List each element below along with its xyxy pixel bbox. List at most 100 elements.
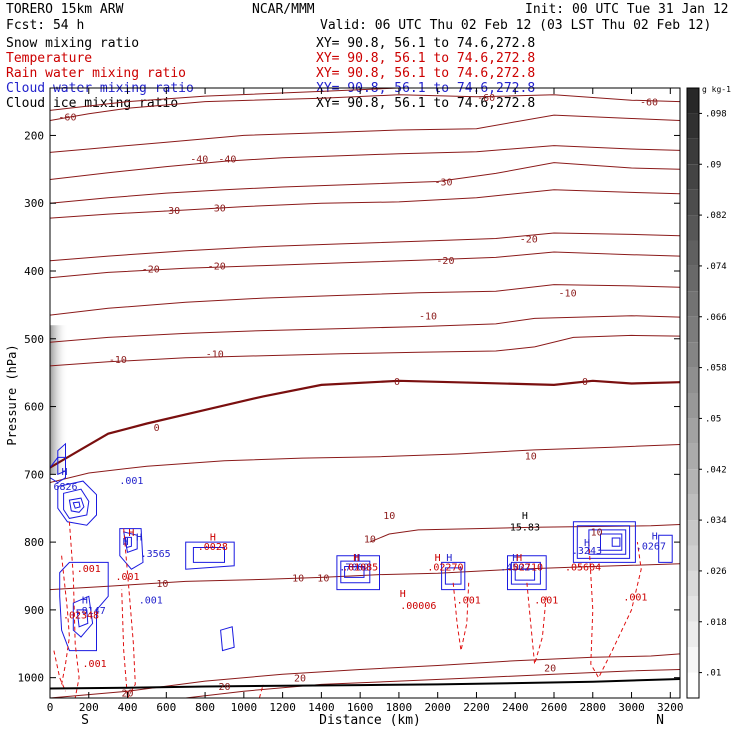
contour-label-33: .001: [457, 596, 481, 607]
cloud-water-contour-21: [510, 561, 541, 585]
isotherm-label-22: 10: [292, 573, 304, 584]
cloud-water-contour-14: [220, 626, 235, 652]
x-tick-label-400: 400: [118, 701, 138, 714]
isotherm-label-26: 20: [544, 664, 556, 675]
cloud-water-contour-20: [507, 555, 547, 591]
y-tick-label-700: 700: [24, 468, 44, 481]
isotherm-label-1: -60: [477, 93, 495, 104]
xy-snow: XY= 90.8, 56.1 to 74.6,272.8: [316, 36, 536, 51]
isotherm-7: [50, 251, 680, 279]
contour-label-25: H: [353, 553, 359, 564]
isotherm-12: [50, 444, 680, 483]
header-init: Init: 00 UTC Tue 31 Jan 12: [525, 2, 729, 17]
colorbar-frame: [686, 87, 700, 699]
contour-label-29: H: [516, 553, 522, 564]
contour-label-21: H: [210, 533, 216, 544]
x-tick-label-0: 0: [47, 701, 54, 714]
header-valid: Valid: 06 UTC Thu 02 Feb 12 (03 LST Thu …: [320, 18, 712, 33]
isotherm-label-20: 10: [383, 511, 395, 522]
contour-label-27: H: [435, 553, 441, 564]
cloud-water-contour-27: [611, 537, 621, 547]
colorbar-cell-2: [687, 621, 699, 648]
x-tick-label-2800: 2800: [580, 701, 607, 714]
contour-label-31: H: [400, 589, 406, 600]
colorbar-tick-label-4: .042: [705, 465, 727, 475]
colorbar-cell-17: [687, 240, 699, 266]
contour-label-3: H: [123, 537, 129, 548]
isotherm-label-5: -30: [434, 178, 452, 189]
isotherm-label-6: -30: [162, 206, 180, 217]
isotherm-label-14: -10: [109, 355, 127, 366]
y-tick-label-200: 200: [24, 129, 44, 142]
colorbar-tick-label-9: .082: [705, 211, 727, 221]
endpoint-left-label: S: [81, 713, 89, 728]
contour-label-11: H: [446, 553, 452, 564]
isotherm-label-12: -10: [559, 289, 577, 300]
colorbar-cell-20: [687, 164, 699, 190]
contour-label-18: .001: [77, 564, 101, 575]
y-tick-label-600: 600: [24, 401, 44, 414]
x-tick-label-800: 800: [195, 701, 215, 714]
rain-contour-2: [53, 650, 66, 692]
x-tick-label-1200: 1200: [269, 701, 296, 714]
x-tick-label-2200: 2200: [463, 701, 490, 714]
isotherm-label-27: 20: [218, 682, 230, 693]
cloud-water-contour-4: [68, 497, 85, 513]
cloud-water-contour-1: [57, 442, 66, 476]
isotherm-label-21: 10: [364, 535, 376, 546]
isotherm-label-16: 0: [154, 423, 160, 434]
cloud-water-contour-6: [59, 561, 109, 652]
cloud-water-contour-9: [119, 528, 144, 570]
x-tick-label-1800: 1800: [386, 701, 413, 714]
colorbar-tick-label-11: .098: [705, 109, 727, 119]
contour-label-6: H: [82, 596, 88, 607]
x-tick-label-2600: 2600: [541, 701, 568, 714]
colorbar-cell-21: [687, 138, 699, 165]
colorbar-cell-3: [687, 596, 699, 622]
contour-label-22: .0028: [198, 542, 228, 553]
contour-label-34: .001: [534, 596, 558, 607]
isotherm-6: [50, 232, 680, 262]
isotherm-label-4: -40: [218, 154, 236, 165]
cloud-water-contour-15: [336, 555, 380, 591]
rain-contour-0: [61, 555, 70, 685]
contour-label-4: H: [136, 533, 142, 544]
colorbar-tick-label-6: .058: [705, 364, 727, 374]
cloud-water-contour-12: [185, 541, 235, 570]
cloud-water-contour-23: [572, 521, 636, 563]
contour-label-1: 6826: [53, 482, 77, 493]
header-model: TORERO 15km ARW: [6, 2, 124, 17]
colorbar-tick-label-2: .026: [705, 567, 727, 577]
isotherm-15: [50, 653, 680, 698]
cloud-water-contour-3: [63, 488, 90, 519]
isotherm-16: [185, 669, 680, 698]
contour-label-24: .001: [83, 659, 107, 670]
cloud-water-contour-7: [72, 595, 94, 638]
colorbar-cell-14: [687, 316, 699, 343]
contour-label-38: .001: [623, 592, 647, 603]
colorbar-cell-5: [687, 545, 699, 571]
y-tick-label-900: 900: [24, 604, 44, 617]
isotherm-9: [50, 315, 680, 343]
cloud-water-contour-5: [72, 501, 81, 509]
isotherm-label-19: 10: [525, 451, 537, 462]
cloud-water-contour-17: [344, 566, 365, 578]
contour-label-37: .05604: [565, 563, 601, 574]
cloud-water-contour-22: [514, 568, 536, 581]
field-snow: Snow mixing ratio: [6, 36, 140, 51]
x-tick-label-600: 600: [156, 701, 176, 714]
colorbar-tick-label-7: .066: [705, 313, 727, 323]
isotherm-label-25: 10: [156, 579, 168, 590]
x-tick-label-1600: 1600: [347, 701, 374, 714]
isotherm-label-23: 10: [317, 573, 329, 584]
contour-label-36: 15.83: [510, 523, 540, 534]
isotherm-label-8: -20: [520, 234, 538, 245]
x-tick-label-1000: 1000: [231, 701, 258, 714]
contour-label-30: .02710: [507, 563, 543, 574]
x-tick-label-3200: 3200: [657, 701, 684, 714]
cloud-water-contour-13: [192, 547, 225, 563]
cloud-water-contour-11: [125, 536, 132, 549]
y-tick-label-300: 300: [24, 197, 44, 210]
xy-rain: XY= 90.8, 56.1 to 74.6,272.8: [316, 66, 536, 81]
